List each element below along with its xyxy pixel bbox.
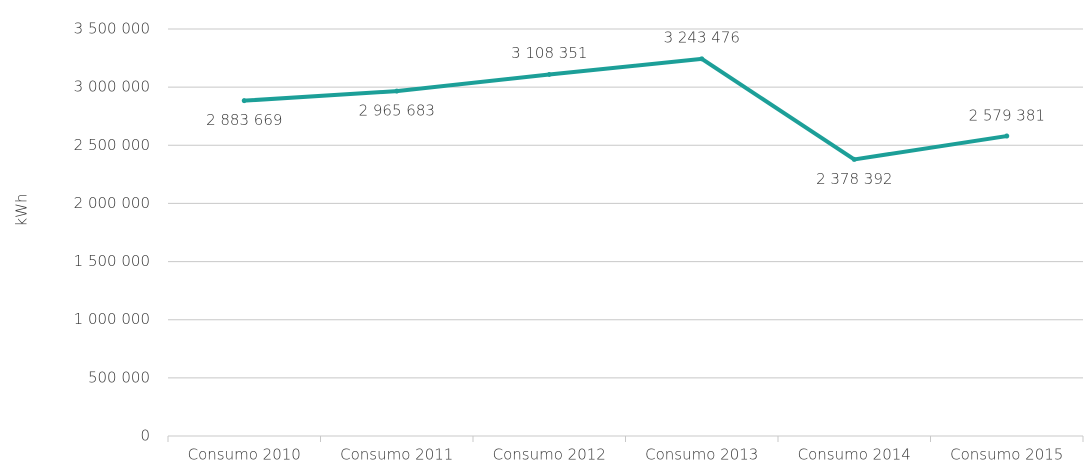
y-tick-label: 1 500 000 bbox=[74, 252, 150, 270]
y-tick-label: 500 000 bbox=[88, 368, 150, 386]
x-tick-label: Consumo 2015 bbox=[950, 446, 1063, 464]
x-tick-label: Consumo 2011 bbox=[340, 446, 453, 464]
data-label: 2 965 683 bbox=[359, 102, 435, 120]
data-label: 2 579 381 bbox=[969, 107, 1045, 125]
y-tick-label: 1 000 000 bbox=[74, 310, 150, 328]
x-tick-label: Consumo 2010 bbox=[188, 446, 301, 464]
data-label: 2 378 392 bbox=[816, 170, 892, 188]
data-label: 3 243 476 bbox=[664, 28, 740, 46]
y-axis-label: kWh bbox=[13, 193, 31, 226]
y-tick-label: 3 500 000 bbox=[74, 20, 150, 38]
data-point bbox=[241, 98, 247, 104]
y-tick-label: 3 000 000 bbox=[74, 78, 150, 96]
y-tick-label: 2 000 000 bbox=[74, 194, 150, 212]
y-tick-label: 2 500 000 bbox=[74, 136, 150, 154]
data-point bbox=[851, 156, 857, 162]
data-point bbox=[1004, 133, 1010, 139]
data-point bbox=[546, 72, 552, 78]
data-line bbox=[244, 56, 1008, 162]
x-tick-label: Consumo 2012 bbox=[493, 446, 606, 464]
y-tick-label: 0 bbox=[140, 427, 150, 445]
data-point bbox=[394, 88, 400, 94]
x-tick-label: Consumo 2014 bbox=[798, 446, 911, 464]
data-label: 2 883 669 bbox=[206, 111, 282, 129]
x-tick-label: Consumo 2013 bbox=[645, 446, 758, 464]
data-point bbox=[699, 56, 705, 62]
data-label: 3 108 351 bbox=[511, 44, 587, 62]
